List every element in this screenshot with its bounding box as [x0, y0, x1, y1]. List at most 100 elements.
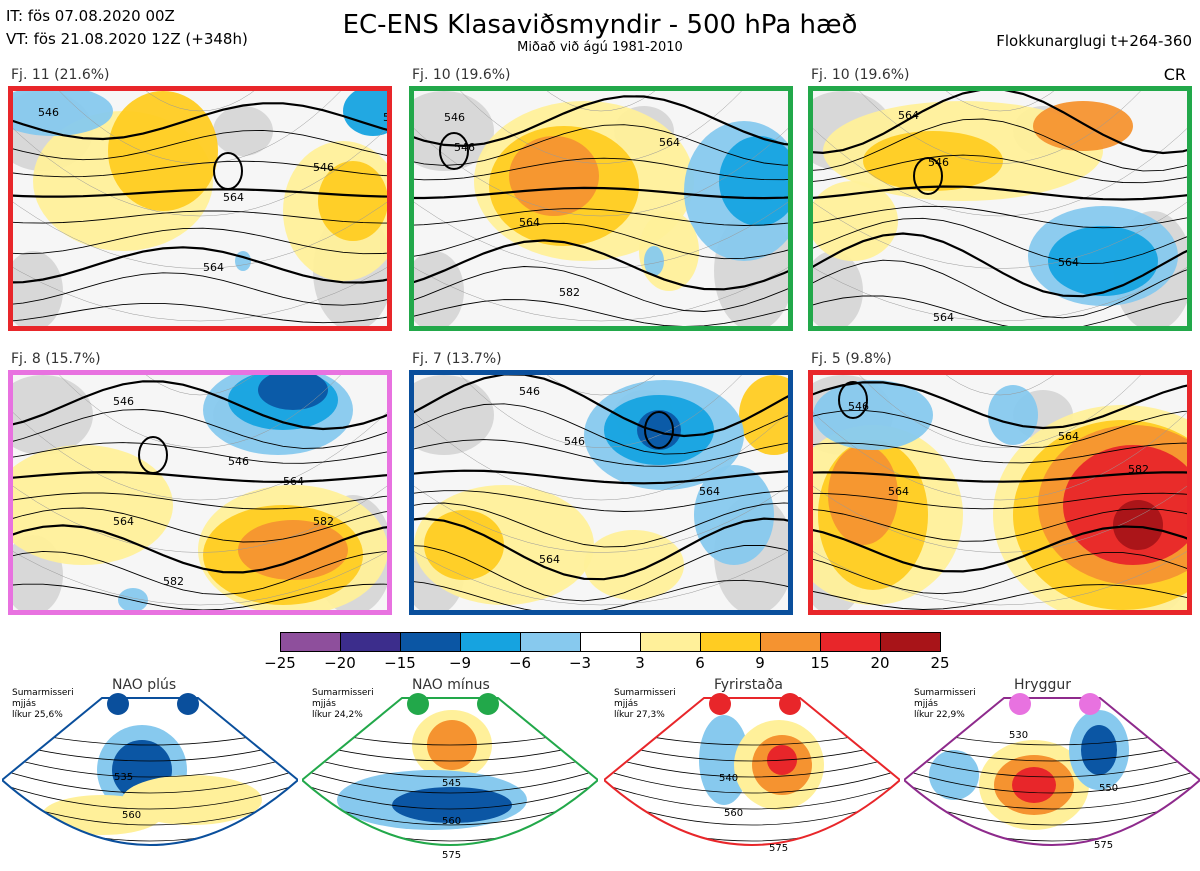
contour-label: 575: [442, 850, 462, 861]
regime-info: líkur 27,3%: [614, 710, 665, 720]
anomaly-shading: [739, 375, 788, 455]
contour-label: 550: [1099, 783, 1119, 794]
contour-label: 582: [1128, 463, 1149, 476]
graticule: [414, 267, 788, 322]
graticule: [13, 551, 387, 606]
cluster-map: [414, 375, 788, 610]
contour-label: 582: [163, 575, 184, 588]
closed-low-contour: [213, 152, 243, 190]
height-contour: [302, 766, 598, 794]
colorbar-tick-label: 3: [635, 654, 645, 672]
height-contour: [414, 439, 788, 467]
closed-low-contour: [838, 381, 868, 419]
anomaly-shading: [644, 246, 664, 276]
anomaly-shading: [863, 131, 1003, 191]
contour-label: 546: [444, 111, 465, 124]
anomaly-shading: [1081, 725, 1117, 775]
colorbar-tick-label: −6: [508, 654, 532, 672]
graticule: [859, 91, 1141, 164]
height-contour: [813, 154, 1187, 184]
height-contour: [813, 471, 1187, 483]
colorbar-swatch: [400, 632, 461, 652]
landmass: [13, 251, 63, 326]
anomaly-shading: [1033, 101, 1133, 151]
cluster-map-panel: 546 564 564 582 582: [808, 370, 1192, 615]
cluster-label: Fj. 5 (9.8%): [811, 351, 892, 367]
regime-sector-border: [302, 697, 598, 846]
contour-label: 564: [659, 136, 680, 149]
contour-label: 546: [228, 455, 249, 468]
regime-marker-dot: [107, 693, 129, 715]
closed-low-contour: [138, 436, 168, 474]
graticule: [13, 485, 387, 553]
contour-label: 560: [442, 816, 462, 827]
colorbar-swatch: [640, 632, 701, 652]
landmass: [414, 375, 494, 455]
page-subtitle: Miðað við ágú 1981-2010: [517, 40, 683, 55]
colorbar-swatch: [520, 632, 581, 652]
height-contour: [13, 524, 387, 574]
colorbar-swatch: [700, 632, 761, 652]
graticule: [813, 201, 1187, 269]
cr-label: CR: [1163, 65, 1186, 84]
contour-label: 560: [724, 808, 744, 819]
contour-label: 564: [203, 261, 224, 274]
anomaly-shading: [828, 445, 898, 545]
valid-time: VT: fös 21.08.2020 12Z (+348h): [6, 30, 248, 48]
regime-info: líkur 22,9%: [914, 710, 965, 720]
regime-info: Sumarmisseri: [614, 688, 676, 698]
height-contour: [13, 246, 387, 284]
height-contour: [813, 525, 1187, 573]
anomaly-shading: [813, 181, 898, 261]
graticule: [414, 201, 788, 269]
anomaly-shading: [118, 588, 148, 610]
height-contour: [13, 583, 387, 610]
colorbar-tick-label: 9: [755, 654, 765, 672]
graticule: [945, 375, 1055, 396]
contour-label: 560: [122, 810, 142, 821]
contour-label: 564: [699, 485, 720, 498]
anomaly-shading: [1012, 767, 1056, 803]
regime-info: líkur 24,2%: [312, 710, 363, 720]
height-contour: [414, 403, 788, 455]
anomaly-shading: [238, 520, 348, 580]
height-contour: [13, 507, 387, 543]
contour-label: 546: [519, 385, 540, 398]
contour-label: 582: [313, 515, 334, 528]
landmass: [813, 251, 863, 326]
anomaly-shading: [719, 136, 788, 226]
height-contour: [414, 490, 788, 512]
graticule: [59, 375, 341, 448]
colorbar-swatch: [460, 632, 521, 652]
contour-label: 564: [539, 553, 560, 566]
contour-label: 564: [113, 515, 134, 528]
height-contour: [13, 550, 387, 596]
regime-map: [2, 697, 298, 846]
cluster-label: Fj. 11 (21.6%): [11, 67, 110, 83]
graticule: [546, 91, 656, 112]
graticule: [813, 551, 1187, 606]
cluster-map: [414, 91, 788, 326]
closed-low-contour: [644, 411, 674, 449]
regime-title: NAO plús: [112, 677, 177, 693]
height-contour: [604, 766, 900, 794]
height-contour: [2, 780, 298, 810]
height-contour: [13, 380, 387, 431]
contour-label: 564: [283, 475, 304, 488]
colorbar-swatch: [880, 632, 941, 652]
cluster-label: Fj. 10 (19.6%): [811, 67, 910, 83]
classification-window: Flokkunarglugi t+264-360: [996, 32, 1192, 50]
graticule: [13, 412, 387, 501]
contour-label: 545: [442, 778, 462, 789]
regime-sector-border: [604, 697, 900, 846]
regime-map: [302, 697, 598, 846]
anomaly-shading: [13, 445, 173, 565]
height-contour: [414, 222, 788, 260]
contour-label: 564: [933, 311, 954, 324]
height-contour: [414, 469, 788, 485]
contour-label: 564: [1058, 256, 1079, 269]
height-contour: [414, 517, 788, 581]
height-contour: [13, 188, 387, 198]
regime-map: [904, 697, 1200, 846]
anomaly-shading: [637, 410, 681, 450]
